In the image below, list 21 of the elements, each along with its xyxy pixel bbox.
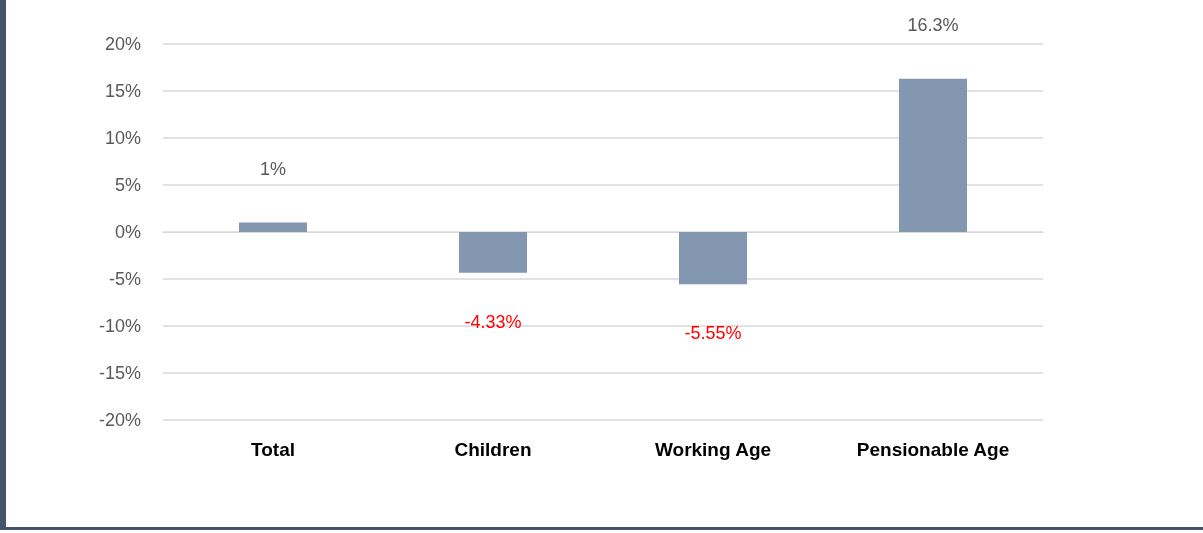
x-tick-label: Working Age [654,439,772,460]
x-tick-label: Children [454,439,532,460]
y-tick-label: 15% [104,81,141,101]
bar [459,232,527,273]
data-label: 1% [259,158,287,179]
y-tick-label: -10% [98,316,141,336]
bar [899,78,967,232]
y-tick-label: 20% [104,34,141,54]
x-tick-label: Pensionable Age [856,439,1010,460]
y-tick-label: 0% [114,222,141,242]
x-tick-label: Total [251,439,295,460]
data-label: -4.33% [464,311,522,332]
data-label: 16.3% [907,14,959,35]
data-label: -5.55% [684,323,742,344]
y-tick-label: 10% [104,128,141,148]
y-tick-label: -20% [98,410,141,430]
bar [239,222,307,232]
y-tick-label: -5% [108,269,141,289]
y-tick-label: 5% [114,175,141,195]
y-tick-label: -15% [98,363,141,383]
bar [679,232,747,285]
